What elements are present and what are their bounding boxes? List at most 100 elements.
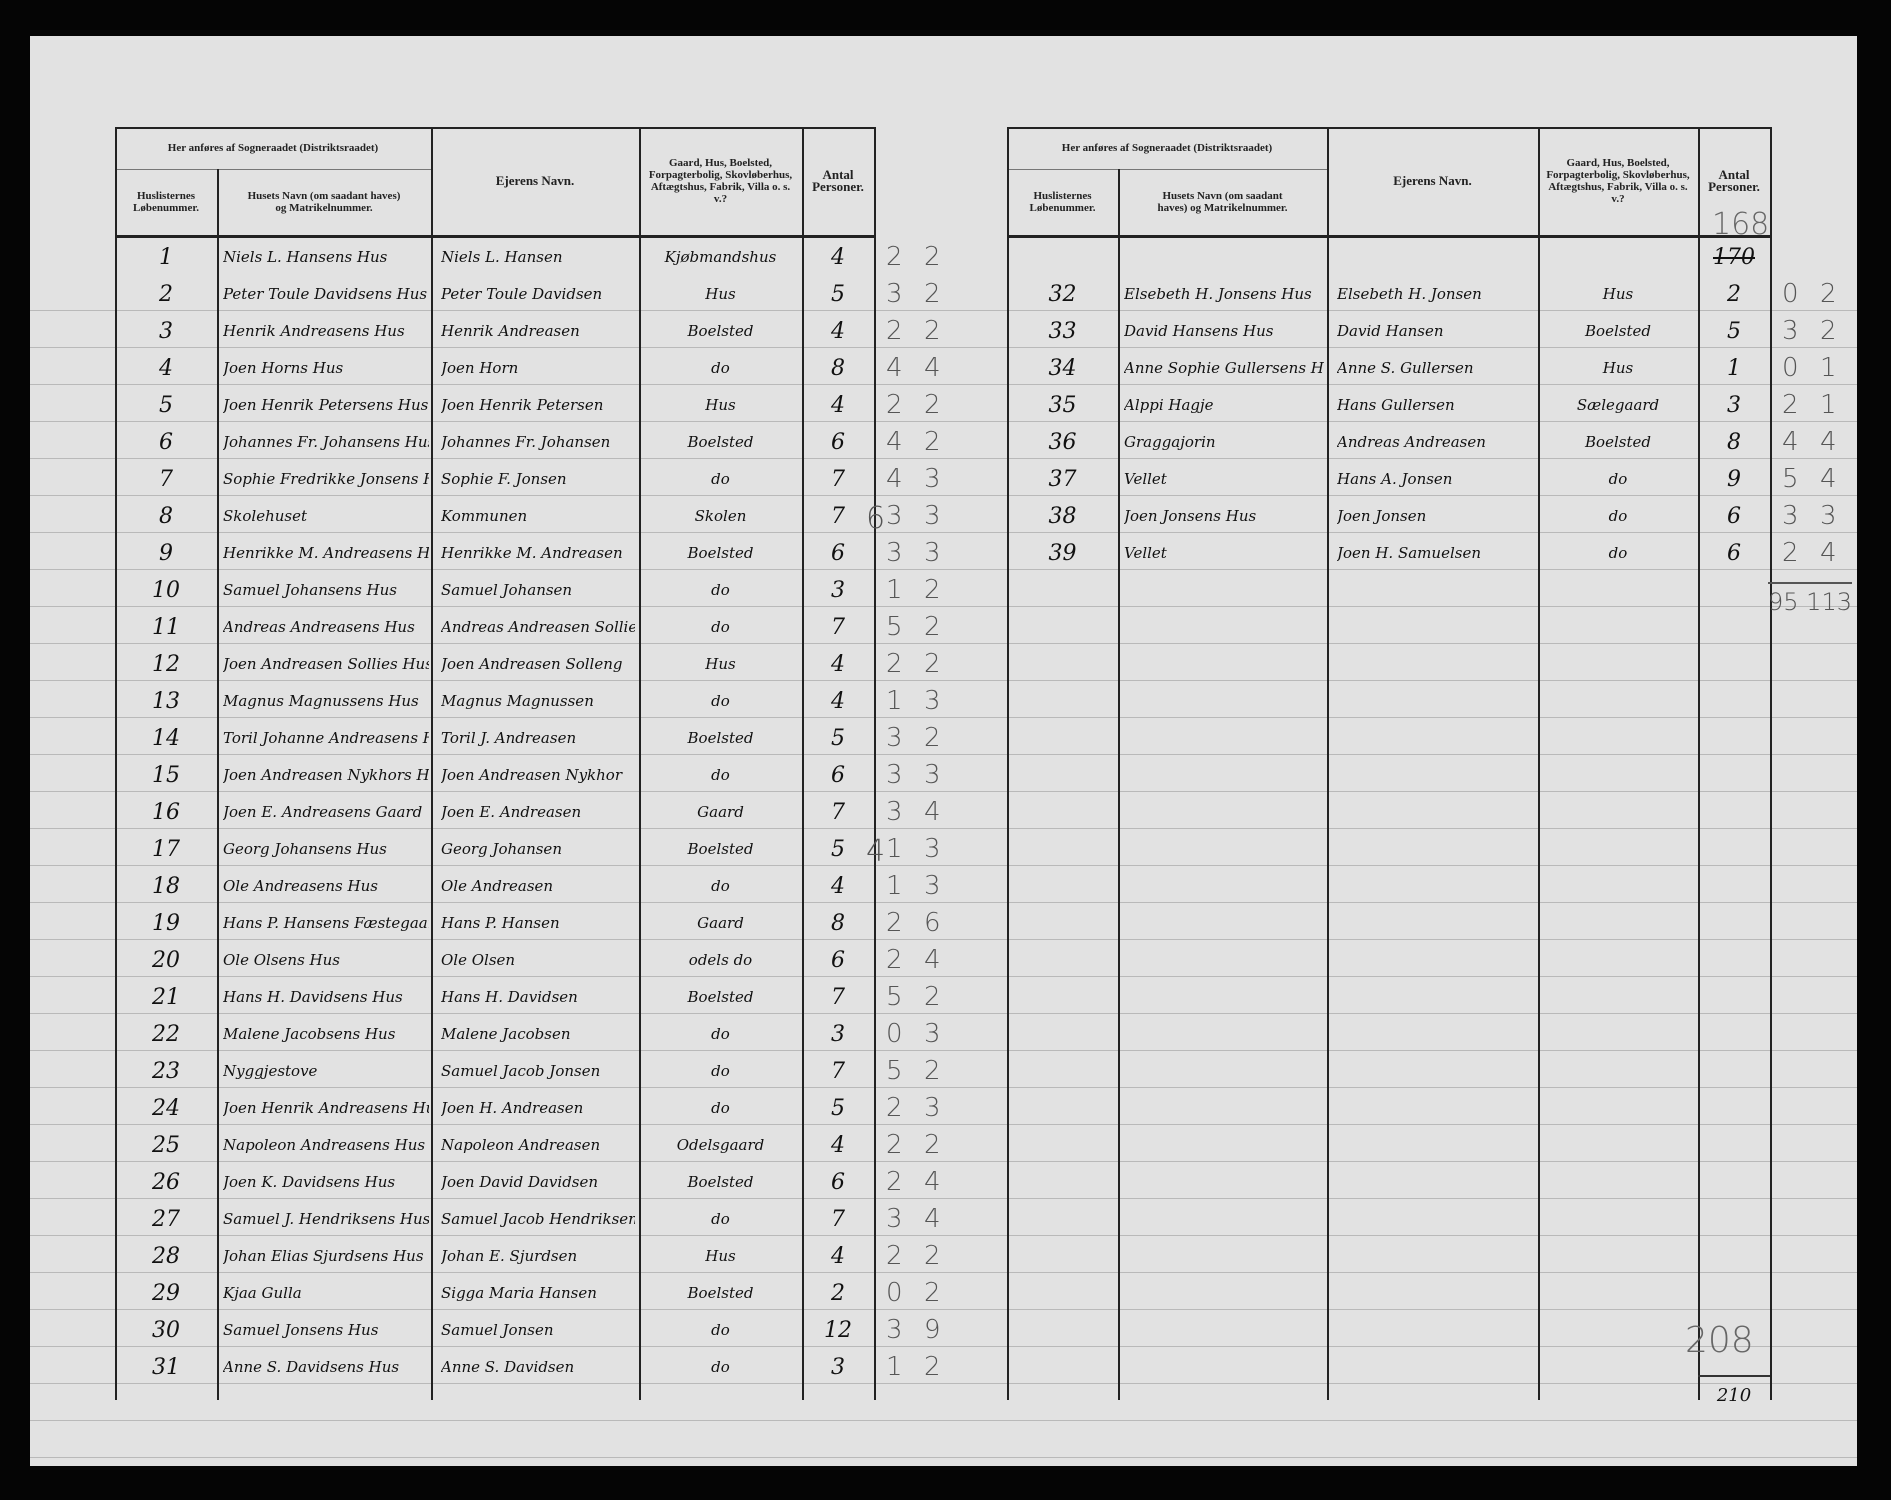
lobenummer: 29 bbox=[152, 1281, 180, 1306]
antal-personer: 8 bbox=[831, 356, 845, 381]
margin-count-1: 2 bbox=[886, 908, 903, 938]
ejerens-navn: Niels L. Hansen bbox=[441, 248, 563, 266]
table-header-border bbox=[1007, 235, 1770, 238]
margin-count-2: 2 bbox=[1820, 279, 1837, 309]
ejerens-navn: Anne S. Davidsen bbox=[441, 1358, 575, 1376]
margin-count-2: 3 bbox=[924, 871, 941, 901]
column-divider bbox=[431, 127, 433, 1400]
lobenummer: 28 bbox=[152, 1244, 180, 1269]
lobenummer: 14 bbox=[152, 726, 180, 751]
husets-navn: Nyggjestove bbox=[223, 1062, 318, 1080]
antal-personer: 6 bbox=[831, 763, 845, 788]
ejerens-navn: Joen Horn bbox=[441, 359, 519, 377]
husets-navn: Samuel J. Hendriksens Hus bbox=[223, 1210, 429, 1228]
table-subheader-border bbox=[115, 169, 431, 170]
margin-count-2: 3 bbox=[924, 686, 941, 716]
ejerens-navn: Elsebeth H. Jonsen bbox=[1337, 285, 1482, 303]
lobenummer: 9 bbox=[159, 541, 173, 566]
margin-count-1: 0 bbox=[886, 1019, 903, 1049]
margin-count-2: 3 bbox=[1820, 501, 1837, 531]
ejerens-navn: Napoleon Andreasen bbox=[441, 1136, 601, 1154]
husets-navn: Anne S. Davidsens Hus bbox=[223, 1358, 400, 1376]
type: Boelsted bbox=[1585, 433, 1651, 451]
margin-count-2: 4 bbox=[1820, 427, 1837, 457]
margin-count-2: 2 bbox=[924, 649, 941, 679]
ejerens-navn: Peter Toule Davidsen bbox=[441, 285, 603, 303]
ejerens-navn: David Hansen bbox=[1337, 322, 1444, 340]
ejerens-navn: Joen Andreasen Solleng bbox=[441, 655, 623, 673]
lobenummer: 35 bbox=[1048, 393, 1077, 418]
margin-count-2: 4 bbox=[1820, 464, 1837, 494]
margin-count-1: 5 bbox=[886, 982, 903, 1012]
lobenummer: 22 bbox=[152, 1022, 180, 1047]
type: Boelsted bbox=[687, 840, 754, 858]
lobenummer: 19 bbox=[152, 911, 180, 936]
lobenummer: 31 bbox=[152, 1355, 180, 1380]
margin-count-1: 2 bbox=[886, 1167, 903, 1197]
margin-count-1: 3 bbox=[886, 1204, 903, 1234]
ejerens-navn: Sigga Maria Hansen bbox=[441, 1284, 597, 1302]
antal-personer: 4 bbox=[831, 245, 845, 270]
right-header-lobenummer: Huslisternes Løbenummer. bbox=[1029, 190, 1096, 214]
type: do bbox=[711, 1210, 730, 1228]
column-divider bbox=[1327, 127, 1329, 1400]
ejerens-navn: Joen Henrik Petersen bbox=[441, 396, 604, 414]
margin-count-1: 5 bbox=[886, 612, 903, 642]
ejerens-navn: Kommunen bbox=[441, 507, 528, 525]
margin-count-1: 1 bbox=[886, 871, 903, 901]
margin-count-1: 2 bbox=[1782, 390, 1799, 420]
margin-note: 6 bbox=[866, 501, 886, 536]
margin-count-1: 5 bbox=[886, 1056, 903, 1086]
antal-personer: 7 bbox=[831, 1059, 845, 1084]
margin-count-1: 2 bbox=[886, 390, 903, 420]
lobenummer: 38 bbox=[1048, 504, 1077, 529]
lobenummer: 34 bbox=[1048, 356, 1077, 381]
left-header-ejer: Ejerens Navn. bbox=[495, 173, 575, 188]
column-divider bbox=[1007, 127, 1009, 1400]
ejerens-navn: Joen H. Andreasen bbox=[441, 1099, 584, 1117]
margin-count-1: 2 bbox=[886, 649, 903, 679]
ejerens-navn: Hans A. Jonsen bbox=[1337, 470, 1453, 488]
margin-count-1: 5 bbox=[1782, 464, 1799, 494]
type: do bbox=[711, 692, 730, 710]
ejerens-navn: Joen Jonsen bbox=[1337, 507, 1427, 525]
antal-personer: 4 bbox=[831, 874, 845, 899]
husets-navn: Georg Johansens Hus bbox=[223, 840, 387, 858]
type: Odelsgaard bbox=[676, 1136, 765, 1154]
antal-personer: 5 bbox=[831, 726, 845, 751]
antal-personer: 6 bbox=[1727, 541, 1741, 566]
type: Hus bbox=[1602, 285, 1634, 303]
lobenummer: 6 bbox=[159, 430, 173, 455]
margin-count-2: 3 bbox=[924, 834, 941, 864]
husets-navn: Niels L. Hansens Hus bbox=[223, 248, 388, 266]
margin-count-2: 1 bbox=[1820, 390, 1837, 420]
type: Boelsted bbox=[687, 322, 754, 340]
margin-count-1: 0 bbox=[886, 1278, 903, 1308]
husets-navn: Joen Henrik Petersens Hus bbox=[223, 396, 429, 414]
husets-navn: Henrik Andreasens Hus bbox=[223, 322, 405, 340]
type: Boelsted bbox=[687, 433, 754, 451]
antal-personer: 4 bbox=[831, 1244, 845, 1269]
lobenummer: 24 bbox=[152, 1096, 180, 1121]
type: do bbox=[711, 877, 730, 895]
ejerens-navn: Hans Gullersen bbox=[1337, 396, 1455, 414]
margin-count-2: 2 bbox=[924, 427, 941, 457]
margin-total: 95 113 bbox=[1768, 582, 1852, 621]
husets-navn: Joen Andreasen Sollies Hus bbox=[223, 655, 429, 673]
margin-count-1: 2 bbox=[886, 1130, 903, 1160]
margin-count-2: 2 bbox=[924, 316, 941, 346]
type: do bbox=[711, 470, 730, 488]
ejerens-navn: Magnus Magnussen bbox=[441, 692, 594, 710]
right-header-husets-navn: Husets Navn (om saadant haves) og Matrik… bbox=[1157, 190, 1288, 214]
antal-personer: 8 bbox=[831, 911, 845, 936]
lobenummer: 2 bbox=[159, 282, 173, 307]
type: do bbox=[711, 1321, 730, 1339]
margin-count-1: 1 bbox=[886, 686, 903, 716]
margin-count-2: 3 bbox=[924, 1019, 941, 1049]
type: do bbox=[711, 1099, 730, 1117]
ejerens-navn: Joen H. Samuelsen bbox=[1337, 544, 1481, 562]
lobenummer: 10 bbox=[152, 578, 180, 603]
antal-personer: 4 bbox=[831, 652, 845, 677]
lobenummer: 23 bbox=[152, 1059, 180, 1084]
antal-personer: 7 bbox=[831, 615, 845, 640]
